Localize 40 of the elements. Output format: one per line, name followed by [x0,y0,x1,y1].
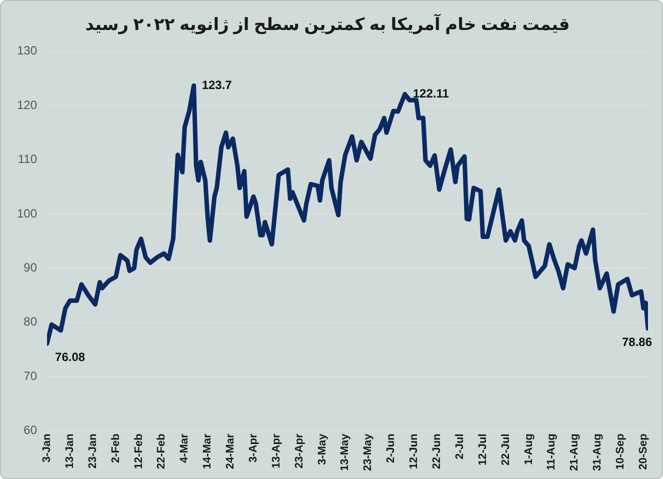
x-tick-label: 21-Aug [568,434,581,471]
x-tick-label: 20-Sep [637,433,650,470]
x-tick-label: 12-Jun [408,433,420,470]
y-tick-label: 80 [24,314,38,329]
x-tick-label: 2-Jun [385,433,398,464]
x-tick-label: 31-Aug [592,434,604,471]
x-tick-label: 10-Sep [614,433,627,470]
x-tick-label: 4-Mar [178,432,191,464]
x-tick-label: 2-Feb [110,433,122,464]
chart-title: قیمت نفت خام آمریکا به کمترین سطح از ژانویه ۲۰۲۲ رسید [85,12,570,35]
annotation: 122.11 [412,86,450,100]
annotation: 123.7 [202,78,232,92]
x-tick-label: 3-Jan [41,433,54,462]
y-tick-label: 110 [18,152,38,166]
x-tick-label: 24-Mar [224,432,237,470]
x-tick-label: 22-Jun [431,433,443,470]
x-tick-label: 23-Jan [86,433,99,469]
x-tick-label: 13-Jan [64,433,76,469]
y-tick-label: 70 [24,368,38,383]
x-tick-label: 3-Apr [247,432,260,462]
y-tick-label: 90 [24,260,38,274]
x-tick-label: 23-May [362,432,374,471]
x-tick-label: 22-Feb [156,433,168,470]
x-tick-label: 14-Mar [202,432,214,470]
x-tick-label: 22-Jul [500,434,512,466]
x-tick-label: 13-Apr [270,432,282,469]
x-tick-label: 11-Aug [546,434,558,470]
annotation: 78.86 [622,334,652,349]
y-tick-label: 60 [24,423,38,438]
x-tick-label: 23-Apr [293,432,306,469]
annotation: 76.08 [55,350,86,364]
x-tick-label: 2-Jul [454,434,466,460]
y-tick-label: 130 [16,44,38,58]
y-tick-label: 120 [16,98,38,112]
x-tick-label: 13-May [339,432,352,471]
x-tick-label: 1-Aug [522,434,535,465]
x-tick-label: 12-Feb [132,433,145,470]
y-tick-label: 100 [16,206,38,220]
x-tick-label: 3-May [316,432,328,465]
x-tick-label: 12-Jul [476,434,489,466]
